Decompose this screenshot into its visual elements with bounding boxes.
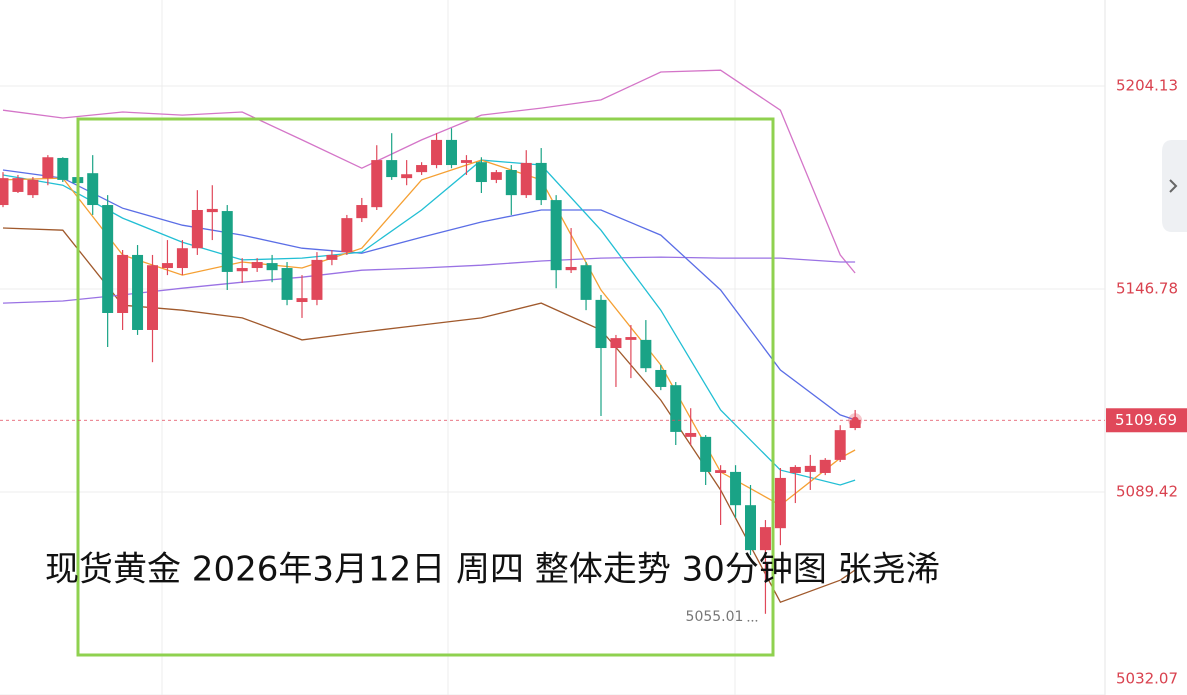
low-dot (751, 619, 754, 622)
candle-body (401, 174, 413, 179)
candle-body (580, 265, 592, 300)
indicator-line (2, 169, 856, 421)
plot (0, 69, 1105, 695)
candle-body (565, 266, 577, 271)
candle-body (730, 471, 742, 506)
candle-body (446, 139, 457, 166)
candle-body (117, 254, 129, 313)
low-dot (755, 619, 758, 622)
candle-body (789, 466, 801, 473)
candle-body (42, 157, 54, 179)
candle-body (356, 205, 368, 219)
candle-body (132, 254, 144, 330)
chevron-icon[interactable] (1169, 179, 1178, 193)
candle-body (834, 430, 846, 460)
candle-body (0, 178, 9, 206)
candle-body (176, 248, 188, 269)
low-dot (747, 619, 750, 622)
y-tick-label: 5089.42 (1116, 483, 1178, 501)
candle-body (505, 169, 517, 196)
candle-body (251, 262, 263, 269)
candle-body (804, 465, 816, 472)
candle-body (625, 337, 637, 340)
candle-body (27, 179, 39, 196)
candle-body (266, 263, 278, 271)
candle-body (206, 208, 218, 213)
candle-body (700, 436, 712, 472)
candle-body (102, 205, 114, 313)
candle-body (774, 477, 786, 529)
candle-body (311, 259, 323, 300)
candle-body (431, 139, 443, 166)
candle-body (759, 527, 771, 551)
y-tick-label: 5204.13 (1116, 77, 1178, 95)
candle-body (221, 211, 233, 272)
low-label: 5055.01 (686, 609, 744, 625)
y-tick-label: 5032.07 (1116, 670, 1178, 688)
candle-body (12, 178, 24, 192)
highlight-box (76, 117, 775, 657)
candle-body (610, 338, 622, 349)
indicator-line (2, 159, 856, 486)
candle-body (161, 263, 173, 269)
candle-body (745, 505, 756, 551)
candle-body (475, 162, 487, 183)
candle-body (416, 165, 428, 173)
candle-body (490, 172, 502, 180)
candle-body (685, 432, 697, 437)
chart-title: 现货黄金 2026年3月12日 周四 整体走势 30分钟图 张尧浠 (45, 550, 940, 590)
candle-body (341, 218, 353, 253)
candle-body (715, 470, 727, 473)
candle-body (550, 200, 562, 271)
collapse-tab[interactable] (1162, 140, 1187, 232)
candle-body (520, 162, 532, 196)
candle-body (236, 268, 248, 272)
candle-body (460, 160, 472, 163)
candle-body (281, 268, 293, 300)
candle-body (371, 160, 383, 208)
candle-body (849, 420, 861, 429)
candle-body (819, 459, 831, 473)
last-price-dot (851, 416, 859, 424)
candle-body (191, 209, 203, 249)
collapse-button[interactable] (1162, 140, 1187, 232)
candle-body (655, 369, 667, 387)
candle-body (87, 173, 99, 206)
candle-body (57, 157, 69, 180)
last-price-box (1106, 408, 1187, 433)
candle-body (147, 265, 158, 330)
candle-body (535, 162, 547, 201)
y-tick-label: 5146.78 (1116, 279, 1178, 297)
candle-body (386, 160, 398, 178)
candle-body (326, 254, 338, 260)
candle-body (595, 299, 607, 349)
indicator-line (2, 69, 856, 274)
candle-body (670, 385, 682, 432)
last-price-label: 5109.69 (1115, 411, 1177, 429)
candle-body (640, 339, 652, 369)
candle-body (296, 298, 308, 303)
